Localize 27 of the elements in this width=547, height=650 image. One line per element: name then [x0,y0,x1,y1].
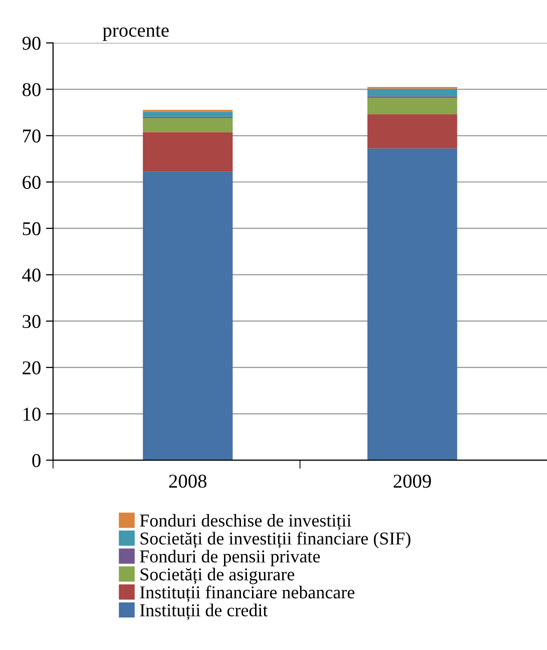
bar [142,172,233,460]
y-tick-label: 50 [22,222,41,236]
legend-label: Instituții de credit [140,604,268,620]
y-tick-label: 60 [22,176,41,189]
x-tick-label: 2009 [394,474,431,488]
bar [367,148,458,460]
bar [367,114,458,148]
bar [142,118,233,132]
y-tick-label: 0 [32,454,41,468]
y-tick-label: 10 [24,408,41,421]
legend-label: Fonduri de pensii private [140,550,320,566]
bar [367,88,458,96]
bar [142,112,233,117]
legend-label: Fonduri deschise de investiții [140,514,352,530]
legend-label: Societăți de asigurare [140,568,294,584]
bar [367,98,458,114]
y-tick-label: 70 [23,129,41,143]
bar [142,132,233,172]
x-tick-label: 2008 [169,474,206,488]
y-tick-label: 80 [22,83,41,96]
y-tick-label: 90 [22,36,41,50]
legend-label: Societăți de investiții financiare (SIF) [140,532,410,548]
legend-label: Instituții financiare nebancare [140,586,354,602]
y-tick-label: 20 [22,361,41,374]
y-tick-label: 40 [22,268,41,282]
y-axis-title: procente [102,26,169,41]
y-tick-label: 30 [22,314,41,328]
